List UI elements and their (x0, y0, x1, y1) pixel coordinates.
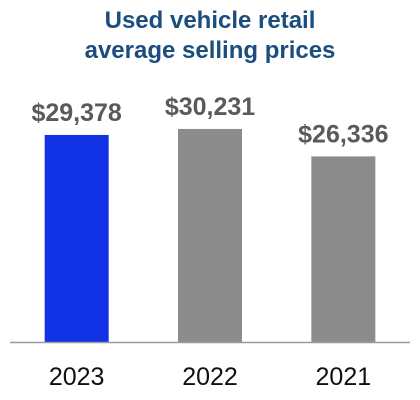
value-label-2021: $26,336 (298, 120, 388, 148)
value-label-2023: $29,378 (31, 99, 121, 127)
bar-2023 (44, 134, 109, 342)
x-tick-label-2023: 2023 (49, 363, 105, 391)
chart-title-line-1: Used vehicle retail (104, 7, 316, 34)
chart-title-line-2: average selling prices (84, 37, 336, 64)
x-tick-label-2021: 2021 (316, 363, 372, 391)
value-label-2022: $30,231 (165, 93, 255, 121)
bar-2022 (178, 128, 242, 342)
chart-title: Used vehicle retail average selling pric… (0, 6, 420, 66)
x-tick-label-2022: 2022 (182, 363, 238, 391)
bar-2021 (311, 156, 376, 342)
